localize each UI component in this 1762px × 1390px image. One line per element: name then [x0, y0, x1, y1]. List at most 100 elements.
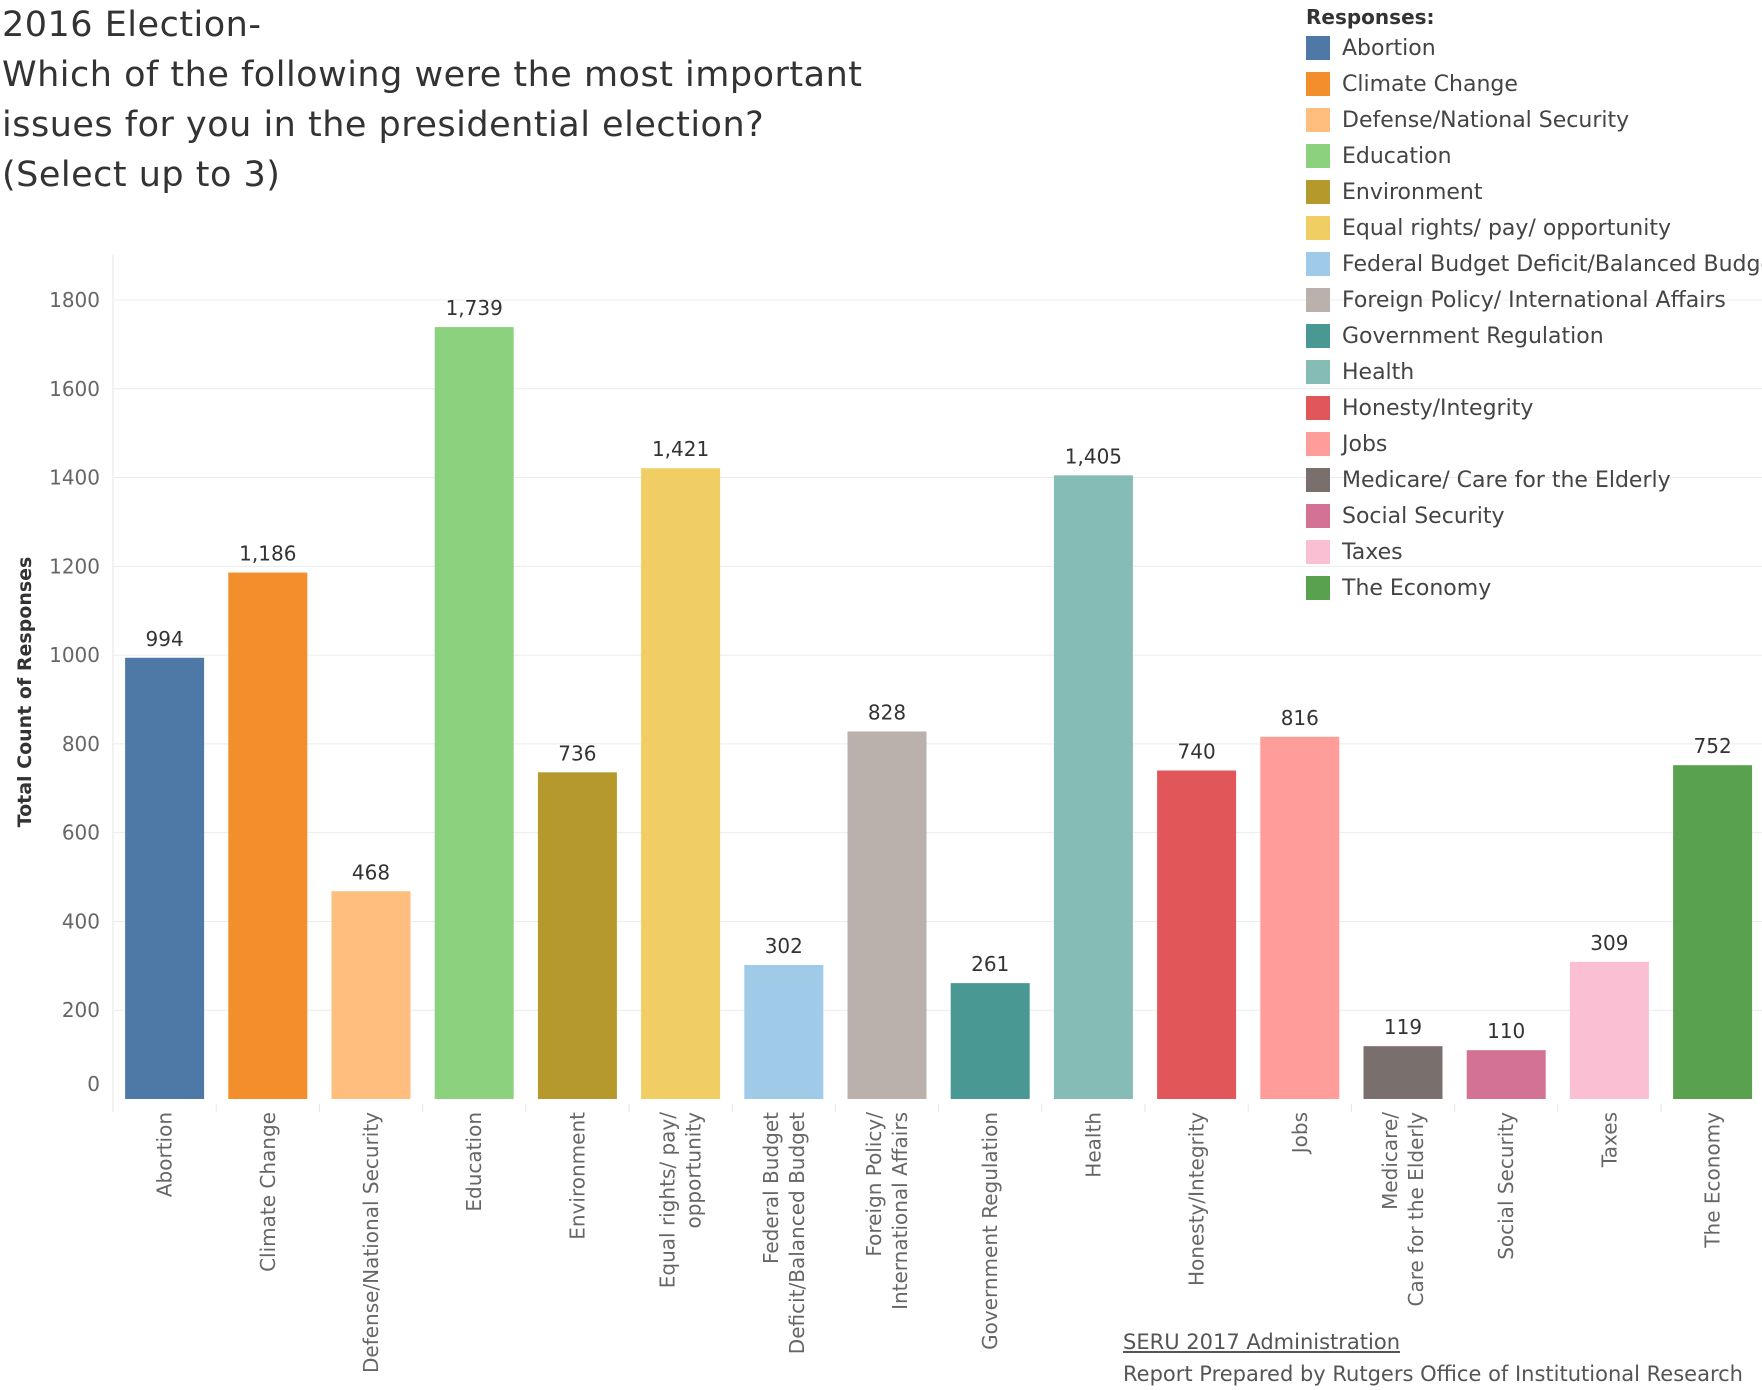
- x-tick-label: Health: [1081, 1112, 1105, 1178]
- x-tick-label: Honesty/Integrity: [1185, 1112, 1209, 1286]
- x-tick-label-line: Abortion: [153, 1112, 177, 1197]
- legend-swatch: [1306, 72, 1330, 96]
- title-line-2: Which of the following were the most imp…: [2, 55, 863, 95]
- legend-item: Defense/National Security: [1306, 102, 1762, 138]
- legend-swatch: [1306, 432, 1330, 456]
- bar: [744, 964, 824, 1099]
- bar-value-label: 1,186: [239, 542, 296, 566]
- bar-value-label: 994: [146, 627, 184, 651]
- x-tick-label-line: Medicare/: [1378, 1112, 1402, 1210]
- legend-swatch: [1306, 540, 1330, 564]
- legend-item: Health: [1306, 354, 1762, 390]
- legend-item: Education: [1306, 138, 1762, 174]
- bar: [1363, 1046, 1443, 1099]
- footer: SERU 2017 Administration Report Prepared…: [1123, 1326, 1743, 1390]
- y-tick-label: 1000: [49, 643, 100, 667]
- x-tick-label-line: Health: [1081, 1112, 1105, 1178]
- x-tick-label: Taxes: [1597, 1112, 1621, 1168]
- legend-item: Honesty/Integrity: [1306, 390, 1762, 426]
- legend-swatch: [1306, 36, 1330, 60]
- legend-item: Government Regulation: [1306, 318, 1762, 354]
- legend-item: Equal rights/ pay/ opportunity: [1306, 210, 1762, 246]
- legend-swatch: [1306, 144, 1330, 168]
- x-tick-label: Defense/National Security: [359, 1112, 383, 1373]
- legend-swatch: [1306, 396, 1330, 420]
- legend-label: Federal Budget Deficit/Balanced Budget: [1342, 251, 1762, 277]
- bar-value-label: 119: [1384, 1015, 1422, 1039]
- bar: [1260, 736, 1340, 1099]
- legend-label: Honesty/Integrity: [1342, 395, 1534, 421]
- bar: [434, 327, 514, 1099]
- y-tick-label: 0: [87, 1072, 100, 1096]
- bar-value-label: 828: [868, 700, 906, 724]
- footer-credit: Report Prepared by Rutgers Office of Ins…: [1123, 1362, 1743, 1386]
- title-line-1: 2016 Election-: [2, 5, 262, 45]
- legend-label: Jobs: [1342, 431, 1388, 457]
- x-tick-label: The Economy: [1701, 1112, 1725, 1249]
- x-tick-label: Environment: [565, 1112, 589, 1240]
- x-tick-label-line: Honesty/Integrity: [1185, 1112, 1209, 1286]
- bar: [125, 657, 205, 1099]
- bar-value-label: 1,405: [1065, 444, 1122, 468]
- x-tick-label-line: Education: [462, 1112, 486, 1212]
- y-tick-label: 1600: [49, 377, 100, 401]
- x-tick-label-line: opportunity: [682, 1112, 706, 1229]
- y-tick-label: 400: [62, 909, 100, 933]
- x-tick-label: Jobs: [1288, 1112, 1312, 1155]
- bar-value-label: 1,739: [446, 296, 503, 320]
- bar-value-label: 752: [1694, 734, 1732, 758]
- legend-swatch: [1306, 576, 1330, 600]
- legend-swatch: [1306, 216, 1330, 240]
- x-tick-label-line: Foreign Policy/: [862, 1112, 886, 1257]
- legend-item: Federal Budget Deficit/Balanced Budget: [1306, 246, 1762, 282]
- x-tick-label-line: Defense/National Security: [359, 1112, 383, 1373]
- title-line-4: (Select up to 3): [2, 155, 281, 195]
- legend-item: Foreign Policy/ International Affairs: [1306, 282, 1762, 318]
- legend-label: Taxes: [1342, 539, 1403, 565]
- legend-item: Medicare/ Care for the Elderly: [1306, 462, 1762, 498]
- x-tick-label-line: Deficit/Balanced Budget: [785, 1112, 809, 1354]
- x-tick-label-line: Taxes: [1597, 1112, 1621, 1168]
- legend-swatch: [1306, 360, 1330, 384]
- bar-value-label: 468: [352, 860, 390, 884]
- legend-item: Climate Change: [1306, 66, 1762, 102]
- x-tick-label-line: Climate Change: [256, 1112, 280, 1272]
- x-tick-label-line: International Affairs: [888, 1112, 912, 1310]
- x-tick-label: Federal Budget Deficit/Balanced Budget: [759, 1112, 809, 1354]
- bar: [1157, 770, 1237, 1099]
- bar-value-label: 309: [1590, 931, 1628, 955]
- bar: [228, 572, 308, 1099]
- bar-value-label: 261: [971, 952, 1009, 976]
- legend-label: Government Regulation: [1342, 323, 1604, 349]
- x-tick-label-line: Environment: [565, 1112, 589, 1240]
- y-tick-label: 600: [62, 821, 100, 845]
- x-tick-label: Climate Change: [256, 1112, 280, 1272]
- legend-swatch: [1306, 252, 1330, 276]
- y-tick-label: 1400: [49, 466, 100, 490]
- legend-label: The Economy: [1342, 575, 1492, 601]
- y-tick-label: 1200: [49, 554, 100, 578]
- legend-swatch: [1306, 324, 1330, 348]
- bar: [537, 772, 617, 1099]
- x-tick-label-line: Care for the Elderly: [1404, 1112, 1428, 1307]
- x-tick-label-line: Equal rights/ pay/: [656, 1112, 680, 1288]
- bar: [331, 891, 411, 1099]
- bar: [950, 983, 1030, 1099]
- legend-label: Medicare/ Care for the Elderly: [1342, 467, 1671, 493]
- legend-label: Defense/National Security: [1342, 107, 1630, 133]
- x-tick-label: Foreign Policy/International Affairs: [862, 1112, 912, 1310]
- y-tick-label: 200: [62, 998, 100, 1022]
- x-tick-label: Medicare/Care for the Elderly: [1378, 1112, 1428, 1307]
- x-tick-label: Abortion: [153, 1112, 177, 1197]
- legend-swatch: [1306, 504, 1330, 528]
- legend-item: Taxes: [1306, 534, 1762, 570]
- bar: [1053, 475, 1133, 1099]
- bar-value-label: 302: [765, 934, 803, 958]
- x-tick-label-line: The Economy: [1701, 1112, 1725, 1249]
- legend-label: Abortion: [1342, 35, 1436, 61]
- bar: [1673, 765, 1753, 1099]
- title-line-3: issues for you in the presidential elect…: [2, 105, 765, 145]
- footer-link[interactable]: SERU 2017 Administration: [1123, 1330, 1401, 1354]
- legend-item: Environment: [1306, 174, 1762, 210]
- legend-item: The Economy: [1306, 570, 1762, 606]
